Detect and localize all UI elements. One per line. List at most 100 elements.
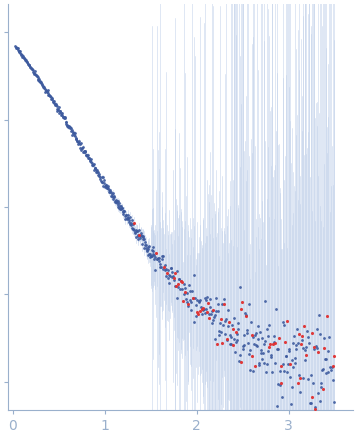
Point (172, 269, 178, 276)
Point (264, 326, 270, 333)
Point (104, 183, 110, 190)
Point (67, 125, 73, 132)
Point (138, 230, 144, 237)
Point (75, 139, 81, 146)
Point (20, 53, 25, 60)
Point (252, 363, 258, 370)
Point (291, 340, 296, 347)
Point (296, 331, 302, 338)
Point (131, 227, 137, 234)
Point (204, 294, 210, 301)
Point (128, 222, 134, 229)
Point (215, 308, 221, 315)
Point (287, 361, 293, 368)
Point (36, 76, 41, 83)
Point (130, 225, 135, 232)
Point (272, 339, 278, 346)
Point (188, 298, 194, 305)
Point (317, 397, 322, 404)
Point (136, 232, 141, 239)
Point (292, 360, 298, 367)
Point (178, 277, 183, 284)
Point (182, 284, 188, 291)
Point (291, 333, 297, 340)
Point (243, 311, 248, 318)
Point (139, 232, 145, 239)
Point (154, 250, 159, 257)
Point (264, 360, 270, 367)
Point (16, 47, 21, 54)
Point (119, 205, 125, 212)
Point (24, 59, 30, 66)
Point (133, 226, 139, 233)
Point (305, 376, 311, 383)
Point (200, 305, 206, 312)
Point (111, 194, 117, 201)
Point (97, 176, 103, 183)
Point (126, 212, 131, 218)
Point (316, 312, 322, 319)
Point (132, 229, 138, 236)
Point (199, 305, 205, 312)
Point (216, 327, 222, 334)
Point (71, 131, 76, 138)
Point (125, 215, 130, 222)
Point (17, 49, 22, 55)
Point (108, 192, 114, 199)
Point (69, 132, 75, 139)
Point (224, 336, 230, 343)
Point (274, 402, 280, 409)
Point (181, 291, 186, 298)
Point (276, 346, 281, 353)
Point (256, 361, 262, 368)
Point (129, 217, 135, 224)
Point (149, 247, 155, 254)
Point (194, 309, 200, 316)
Point (300, 375, 306, 382)
Point (226, 318, 232, 325)
Point (118, 206, 124, 213)
Point (245, 340, 251, 347)
Point (146, 243, 152, 250)
Point (99, 179, 105, 186)
Point (39, 80, 45, 87)
Point (51, 100, 57, 107)
Point (63, 118, 69, 125)
Point (106, 188, 112, 195)
Point (193, 301, 199, 308)
Point (218, 329, 223, 336)
Point (148, 253, 154, 260)
Point (45, 89, 51, 96)
Point (271, 339, 277, 346)
Point (259, 355, 265, 362)
Point (135, 235, 140, 242)
Point (114, 198, 120, 205)
Point (169, 268, 175, 275)
Point (142, 239, 148, 246)
Point (220, 322, 226, 329)
Point (81, 149, 87, 156)
Point (43, 87, 49, 94)
Point (123, 212, 129, 219)
Point (13, 44, 19, 51)
Point (183, 295, 189, 302)
Point (47, 92, 53, 99)
Point (129, 225, 135, 232)
Point (107, 189, 112, 196)
Point (275, 381, 281, 388)
Point (90, 162, 95, 169)
Point (102, 183, 107, 190)
Point (83, 152, 89, 159)
Point (56, 106, 61, 113)
Point (311, 345, 317, 352)
Point (307, 340, 312, 347)
Point (196, 298, 202, 305)
Point (39, 79, 44, 86)
Point (59, 112, 64, 119)
Point (282, 368, 287, 375)
Point (136, 226, 142, 233)
Point (80, 143, 86, 150)
Point (284, 368, 290, 375)
Point (152, 256, 157, 263)
Point (137, 232, 143, 239)
